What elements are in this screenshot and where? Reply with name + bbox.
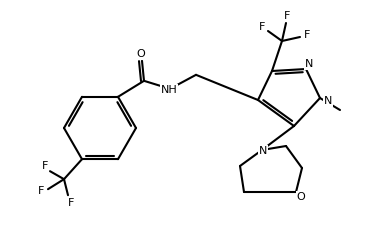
Text: F: F (259, 22, 265, 32)
Text: F: F (42, 161, 48, 171)
Text: O: O (137, 49, 145, 59)
Text: N: N (305, 59, 313, 69)
Text: O: O (297, 192, 306, 202)
Text: N: N (259, 146, 267, 156)
Text: F: F (304, 30, 310, 40)
Text: F: F (284, 11, 290, 21)
Text: N: N (324, 96, 332, 106)
Text: NH: NH (160, 85, 177, 95)
Text: F: F (68, 198, 74, 208)
Text: F: F (38, 186, 44, 196)
